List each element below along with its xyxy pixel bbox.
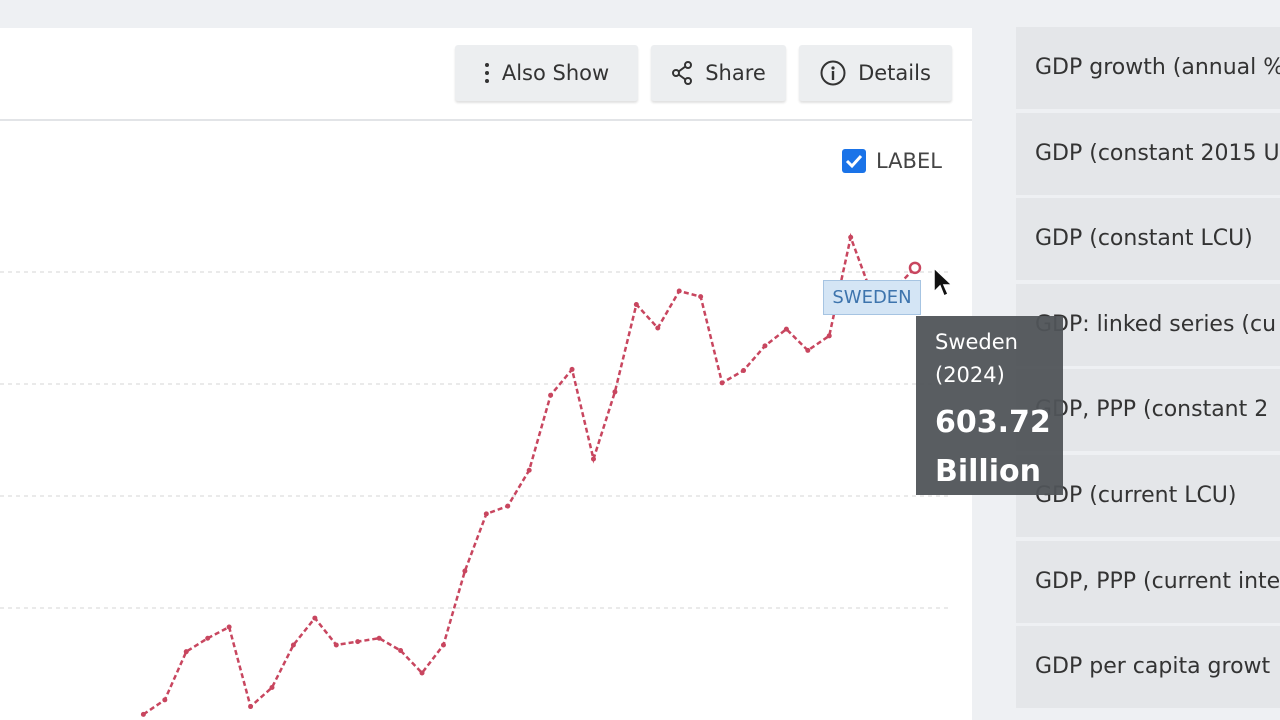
menu-icon: [484, 63, 489, 83]
checkbox[interactable]: [842, 149, 866, 173]
data-point: [548, 392, 554, 398]
data-point: [226, 624, 232, 630]
data-point: [698, 294, 704, 300]
indicator-item[interactable]: GDP, PPP (current inte: [1016, 540, 1280, 623]
info-icon: [820, 60, 846, 86]
tooltip-title: Sweden: [935, 330, 1018, 354]
data-point: [162, 697, 168, 703]
line-chart: [0, 232, 950, 717]
chart-panel: [0, 28, 972, 720]
data-point: [719, 380, 725, 386]
data-point: [612, 389, 618, 395]
data-point: [676, 288, 682, 294]
data-point: [633, 301, 639, 307]
data-point: [140, 711, 146, 717]
tooltip-period: (2024): [935, 363, 1005, 387]
indicator-item[interactable]: GDP growth (annual %: [1016, 27, 1280, 109]
series-label: SWEDEN: [823, 280, 921, 315]
data-point: [419, 670, 425, 676]
label-toggle-text: LABEL: [876, 149, 942, 173]
data-point: [655, 325, 661, 331]
tooltip-unit: Billion: [935, 454, 1041, 489]
details-button[interactable]: Details: [799, 45, 952, 101]
tooltip: Sweden (2024) 603.72 Billion: [916, 316, 1063, 495]
data-point: [205, 635, 211, 641]
data-point: [398, 648, 404, 654]
data-point: [248, 704, 254, 710]
tooltip-value: 603.72: [935, 405, 1051, 440]
data-point: [805, 347, 811, 353]
also-show-button[interactable]: Also Show: [455, 45, 638, 101]
series-line: [142, 232, 916, 716]
button-label: Also Show: [501, 61, 610, 85]
button-label: Share: [705, 61, 766, 85]
data-point: [462, 568, 468, 574]
share-button[interactable]: Share: [651, 45, 786, 101]
data-point: [355, 639, 361, 645]
mouse-cursor: [933, 266, 954, 298]
data-point: [526, 467, 532, 473]
data-point: [505, 503, 511, 509]
data-point: [440, 642, 446, 648]
data-point: [848, 234, 854, 240]
data-point: [312, 615, 318, 621]
label-toggle[interactable]: LABEL: [842, 149, 942, 173]
data-point: [783, 326, 789, 332]
data-point: [762, 343, 768, 349]
data-point: [569, 366, 575, 372]
data-point: [590, 456, 596, 462]
share-icon: [672, 61, 693, 85]
data-point: [269, 685, 275, 691]
data-point: [290, 642, 296, 648]
data-point: [826, 333, 832, 339]
indicator-item[interactable]: GDP per capita growt: [1016, 626, 1280, 709]
data-point: [183, 649, 189, 655]
indicator-item[interactable]: GDP (constant 2015 U: [1016, 112, 1280, 195]
data-point: [376, 635, 382, 641]
data-point: [483, 511, 489, 517]
data-point: [333, 642, 339, 648]
data-point: [741, 368, 747, 374]
button-label: Details: [858, 61, 931, 85]
divider: [0, 119, 972, 121]
indicator-item[interactable]: GDP (constant LCU): [1016, 198, 1280, 281]
hover-point: [908, 261, 922, 275]
